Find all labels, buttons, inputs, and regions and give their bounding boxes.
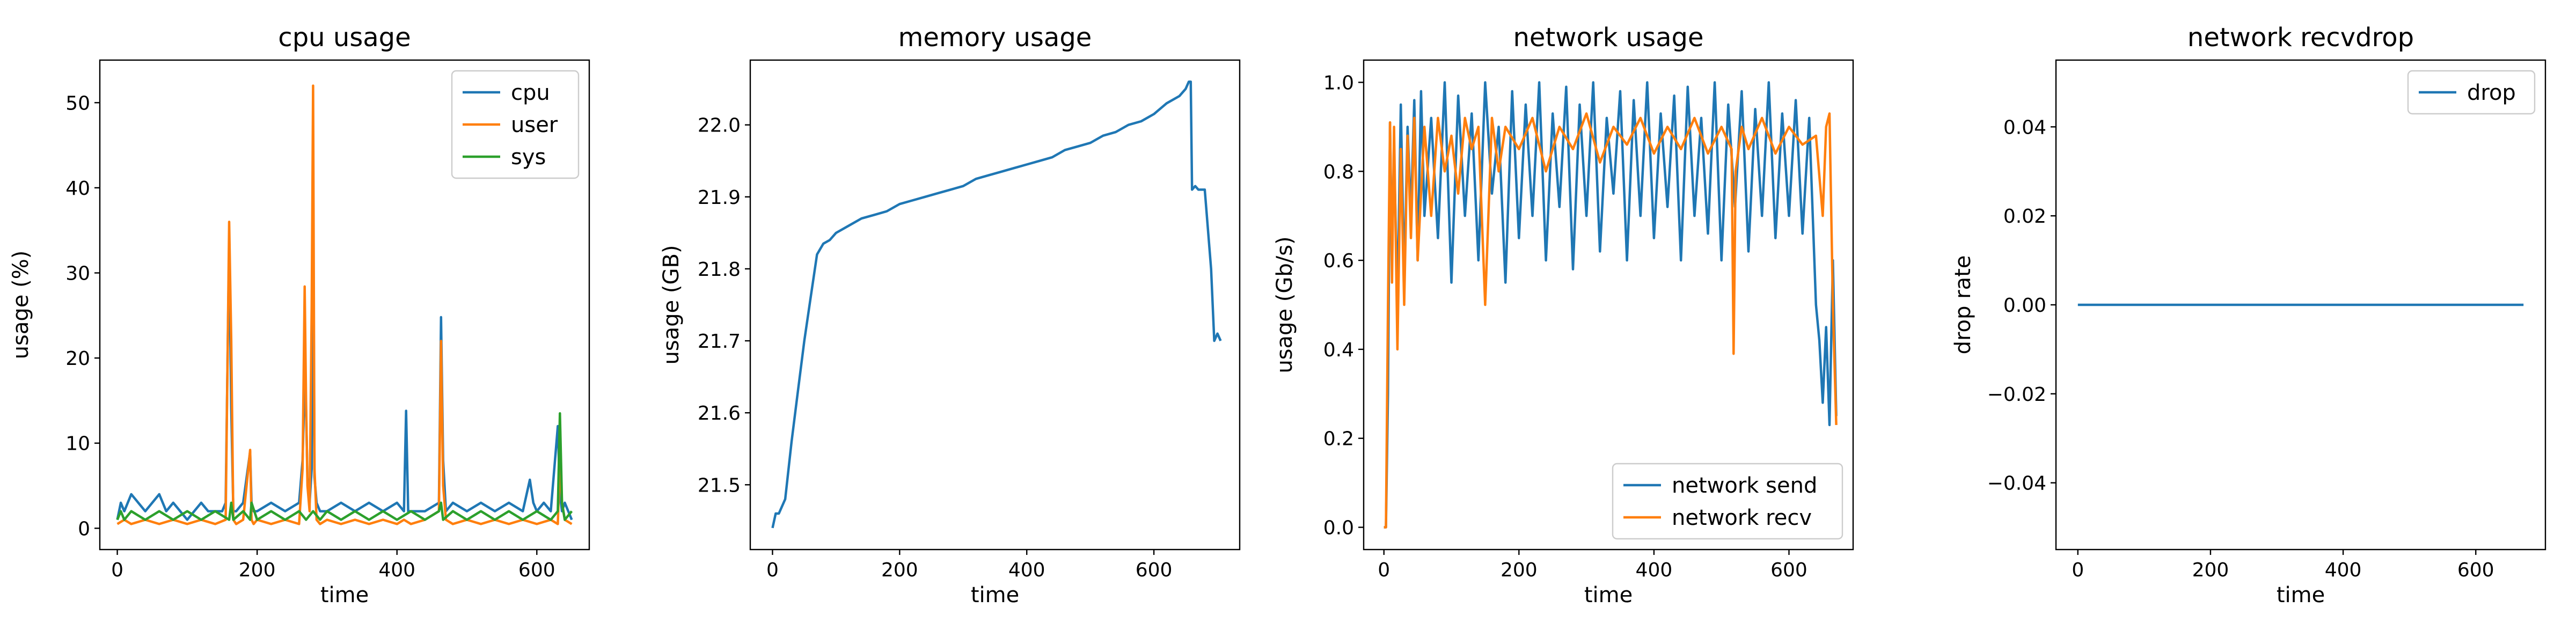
y-axis-label: usage (Gb/s) — [1272, 236, 1297, 373]
legend: network send network recv — [1612, 463, 1843, 540]
legend: drop — [2407, 70, 2536, 115]
series-line-network-recv — [1384, 112, 1838, 529]
y-tick-label: 0.6 — [1323, 250, 1354, 272]
chart-panel-1: 0 200 400 600 21.5 21.6 21.7 21.8 21.9 22.0 memory… — [659, 23, 1241, 608]
y-tick-label: 21.6 — [698, 402, 741, 425]
y-tick-label: −0.02 — [1987, 384, 2046, 406]
y-axis-label: usage (GB) — [659, 245, 684, 364]
y-tick-label: −0.04 — [1987, 473, 2046, 495]
x-tick-label: 400 — [378, 559, 415, 581]
series-line-cpu — [116, 186, 573, 521]
y-axis-label: drop rate — [1951, 255, 1975, 355]
chart-panel-0: 0 200 400 600 0 10 20 30 40 50 cpu usage time usage … — [9, 23, 590, 608]
x-tick-label: 0 — [1378, 559, 1390, 581]
y-tick-label: 0.4 — [1323, 339, 1354, 361]
x-tick-label: 0 — [766, 559, 779, 581]
axes-frame — [99, 59, 590, 551]
y-tick-label: 21.7 — [698, 331, 741, 353]
y-tick-label: 0 — [78, 518, 90, 540]
legend-box — [2407, 70, 2536, 115]
x-axis-label: time — [1584, 583, 1633, 608]
series-line-memory — [771, 80, 1222, 529]
legend-box — [451, 70, 580, 179]
y-tick-label: 21.5 — [698, 474, 741, 496]
y-tick-label: 0.2 — [1323, 428, 1354, 450]
axes-frame — [1363, 59, 1854, 551]
axes-frame — [749, 59, 1241, 551]
x-tick-label: 0 — [111, 559, 123, 581]
chart-title: network recvdrop — [2187, 23, 2414, 53]
chart-panel-2: 0 200 400 600 0.0 0.2 0.4 0.6 0.8 1.0 network usag… — [1272, 23, 1854, 608]
y-tick-label: 10 — [65, 433, 90, 455]
legend: cpu user sys — [451, 70, 580, 179]
series-line-network-send — [1384, 81, 1838, 529]
x-tick-label: 400 — [1636, 559, 1673, 581]
x-tick-label: 400 — [2325, 559, 2362, 581]
y-tick-label: 0.04 — [2003, 116, 2046, 138]
y-tick-label: 0.00 — [2003, 295, 2046, 317]
chart-title: memory usage — [898, 23, 1092, 53]
y-tick-label: 20 — [65, 348, 90, 370]
x-tick-label: 200 — [2192, 559, 2229, 581]
y-tick-label: 21.8 — [698, 259, 741, 281]
legend-box — [1612, 463, 1843, 540]
legend-label: cpu — [511, 80, 550, 105]
x-axis-label: time — [971, 583, 1019, 608]
chart-panel-3: 0 200 400 600 −0.04 −0.02 0.00 0.02 0.04 network … — [1951, 23, 2546, 608]
y-tick-label: 50 — [65, 92, 90, 114]
x-axis-label: time — [2277, 583, 2325, 608]
y-tick-label: 0.02 — [2003, 206, 2046, 228]
y-tick-label: 21.9 — [698, 187, 741, 209]
x-tick-label: 0 — [2072, 559, 2084, 581]
y-tick-label: 1.0 — [1323, 72, 1354, 94]
y-tick-label: 40 — [65, 178, 90, 200]
x-tick-label: 600 — [1770, 559, 1807, 581]
y-tick-label: 22.0 — [698, 115, 741, 137]
legend-label: network send — [1672, 473, 1817, 498]
legend-label: user — [511, 113, 558, 137]
x-tick-label: 200 — [239, 559, 276, 581]
x-tick-label: 200 — [1501, 559, 1538, 581]
series-line-sys — [116, 412, 573, 521]
legend-label: sys — [511, 145, 546, 170]
x-tick-label: 600 — [1136, 559, 1173, 581]
x-tick-label: 200 — [881, 559, 918, 581]
legend-label: drop — [2467, 80, 2516, 105]
chart-title: cpu usage — [278, 23, 411, 53]
y-tick-label: 0.8 — [1323, 161, 1354, 183]
x-tick-label: 600 — [2457, 559, 2494, 581]
y-tick-label: 0.0 — [1323, 517, 1354, 539]
chart-title: network usage — [1513, 23, 1703, 53]
x-tick-label: 600 — [518, 559, 555, 581]
x-tick-label: 400 — [1008, 559, 1045, 581]
x-axis-label: time — [320, 583, 369, 608]
legend-label: network recv — [1672, 506, 1812, 530]
y-tick-label: 30 — [65, 263, 90, 285]
y-axis-label: usage (%) — [9, 251, 33, 360]
series-line-user — [116, 84, 573, 525]
